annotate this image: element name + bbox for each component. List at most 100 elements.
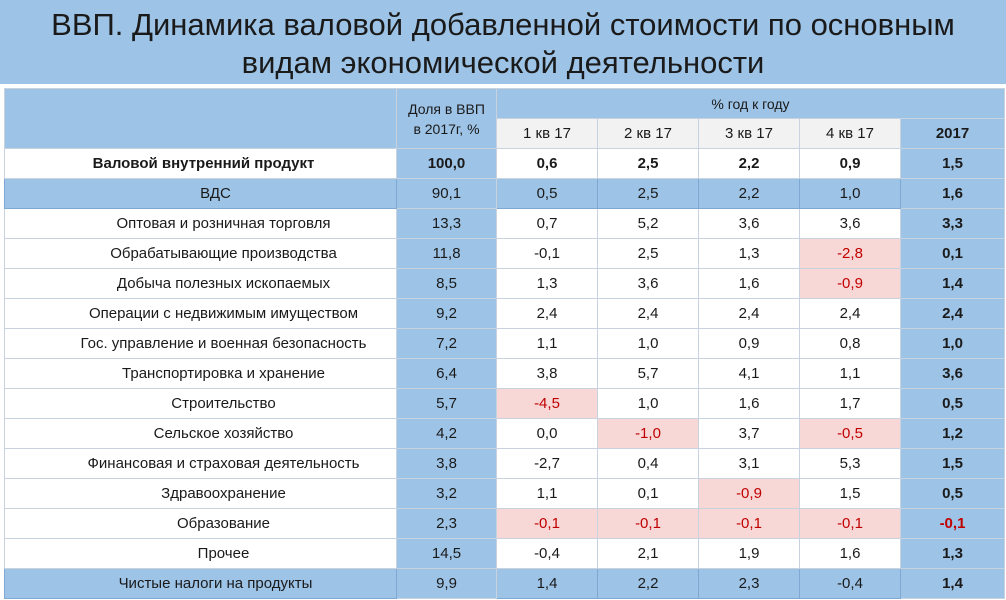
row-q2: -0,1 xyxy=(597,508,699,539)
table-row: Гос. управление и военная безопасность 7,… xyxy=(4,328,1005,359)
row-q2: 2,5 xyxy=(597,238,699,269)
row-year: 1,4 xyxy=(900,268,1005,299)
row-q4: 1,6 xyxy=(799,538,901,569)
table-row: Оптовая и розничная торговля 13,3 0,7 5,2 3,… xyxy=(4,208,1005,239)
row-q4: -0,4 xyxy=(799,568,901,599)
row-q1: 1,4 xyxy=(496,568,598,599)
row-q3: 3,6 xyxy=(698,208,800,239)
header-q1: 1 кв 17 xyxy=(496,118,598,149)
row-share: 4,2 xyxy=(396,418,497,449)
row-share: 100,0 xyxy=(396,148,497,179)
row-q3: 1,3 xyxy=(698,238,800,269)
row-q1: 3,8 xyxy=(496,358,598,389)
row-name: Гос. управление и военная безопасность xyxy=(4,328,397,359)
table-row: ВДС 90,1 0,5 2,5 2,2 1,0 1,6 xyxy=(4,178,1005,209)
row-q1: 0,6 xyxy=(496,148,598,179)
row-name: Операции с недвижимым имуществом xyxy=(4,298,397,329)
table-row: Добыча полезных ископаемых 8,5 1,3 3,6 1,6 -0… xyxy=(4,268,1005,299)
row-share: 14,5 xyxy=(396,538,497,569)
table-row: Чистые налоги на продукты 9,9 1,4 2,2 2,3 -0,… xyxy=(4,568,1005,599)
row-q4: 1,1 xyxy=(799,358,901,389)
table-row: Обрабатывающие производства 11,8 -0,1 2,5 1,… xyxy=(4,238,1005,269)
row-q2: 2,4 xyxy=(597,298,699,329)
row-year: 1,4 xyxy=(900,568,1005,599)
table-row: Прочее 14,5 -0,4 2,1 1,9 1,6 1,3 xyxy=(4,538,1005,569)
row-q2: 1,0 xyxy=(597,388,699,419)
row-q3: 1,6 xyxy=(698,388,800,419)
title-line-1: ВВП. Динамика валовой добавленной стоимо… xyxy=(51,7,955,42)
row-name: Добыча полезных ископаемых xyxy=(4,268,397,299)
row-q4: -0,5 xyxy=(799,418,901,449)
gva-table: Доля в ВВП в 2017г, % % год к году 1 кв … xyxy=(4,88,1005,599)
row-q4: 0,9 xyxy=(799,148,901,179)
title-line-2: видам экономической деятельности xyxy=(241,45,765,80)
row-q4: -0,1 xyxy=(799,508,901,539)
row-q2: 2,5 xyxy=(597,148,699,179)
row-year: 0,5 xyxy=(900,478,1005,509)
row-q2: 3,6 xyxy=(597,268,699,299)
header-share: Доля в ВВП в 2017г, % xyxy=(396,88,497,149)
row-q2: -1,0 xyxy=(597,418,699,449)
row-share: 90,1 xyxy=(396,178,497,209)
row-q3: 1,6 xyxy=(698,268,800,299)
row-q3: 2,4 xyxy=(698,298,800,329)
row-q1: -2,7 xyxy=(496,448,598,479)
header-year: 2017 xyxy=(900,118,1005,149)
row-year: 1,2 xyxy=(900,418,1005,449)
row-q2: 2,5 xyxy=(597,178,699,209)
row-share: 9,9 xyxy=(396,568,497,599)
row-q1: 1,1 xyxy=(496,478,598,509)
row-q3: 0,9 xyxy=(698,328,800,359)
row-year: 2,4 xyxy=(900,298,1005,329)
page-title: ВВП. Динамика валовой добавленной стоимо… xyxy=(0,0,1006,82)
row-q4: 1,5 xyxy=(799,478,901,509)
row-q4: -0,9 xyxy=(799,268,901,299)
header-q2: 2 кв 17 xyxy=(597,118,699,149)
row-share: 11,8 xyxy=(396,238,497,269)
row-q3: -0,1 xyxy=(698,508,800,539)
row-year: -0,1 xyxy=(900,508,1005,539)
row-q1: 1,1 xyxy=(496,328,598,359)
row-q3: -0,9 xyxy=(698,478,800,509)
row-q3: 1,9 xyxy=(698,538,800,569)
row-name: Прочее xyxy=(4,538,397,569)
row-name: Строительство xyxy=(4,388,397,419)
row-q4: 1,0 xyxy=(799,178,901,209)
row-name: Финансовая и страховая деятельность xyxy=(4,448,397,479)
row-q1: 1,3 xyxy=(496,268,598,299)
row-q2: 0,4 xyxy=(597,448,699,479)
row-name: ВДС xyxy=(4,178,397,209)
row-q4: 2,4 xyxy=(799,298,901,329)
row-q3: 2,3 xyxy=(698,568,800,599)
row-name: Оптовая и розничная торговля xyxy=(4,208,397,239)
row-q3: 4,1 xyxy=(698,358,800,389)
table-row: Транспортировка и хранение 6,4 3,8 5,7 4,1 1,… xyxy=(4,358,1005,389)
row-q2: 2,1 xyxy=(597,538,699,569)
header-share-line-2: в 2017г, % xyxy=(413,120,480,137)
row-q3: 3,1 xyxy=(698,448,800,479)
row-q3: 2,2 xyxy=(698,148,800,179)
row-share: 3,2 xyxy=(396,478,497,509)
row-name: Образование xyxy=(4,508,397,539)
row-year: 1,5 xyxy=(900,148,1005,179)
header-row-1: Доля в ВВП в 2017г, % % год к году xyxy=(4,88,1005,149)
header-share-line-1: Доля в ВВП xyxy=(408,100,485,117)
row-share: 7,2 xyxy=(396,328,497,359)
row-q1: 2,4 xyxy=(496,298,598,329)
header-q4: 4 кв 17 xyxy=(799,118,901,149)
header-group: % год к году xyxy=(496,88,1005,119)
row-q1: -0,4 xyxy=(496,538,598,569)
row-year: 1,0 xyxy=(900,328,1005,359)
row-q2: 2,2 xyxy=(597,568,699,599)
row-share: 5,7 xyxy=(396,388,497,419)
header-q3: 3 кв 17 xyxy=(698,118,800,149)
table-row: Финансовая и страховая деятельность 3,8 -2… xyxy=(4,448,1005,479)
row-name: Здравоохранение xyxy=(4,478,397,509)
row-year: 1,3 xyxy=(900,538,1005,569)
row-year: 1,6 xyxy=(900,178,1005,209)
row-year: 3,3 xyxy=(900,208,1005,239)
row-year: 0,5 xyxy=(900,388,1005,419)
row-q4: 5,3 xyxy=(799,448,901,479)
row-share: 6,4 xyxy=(396,358,497,389)
row-q2: 5,7 xyxy=(597,358,699,389)
